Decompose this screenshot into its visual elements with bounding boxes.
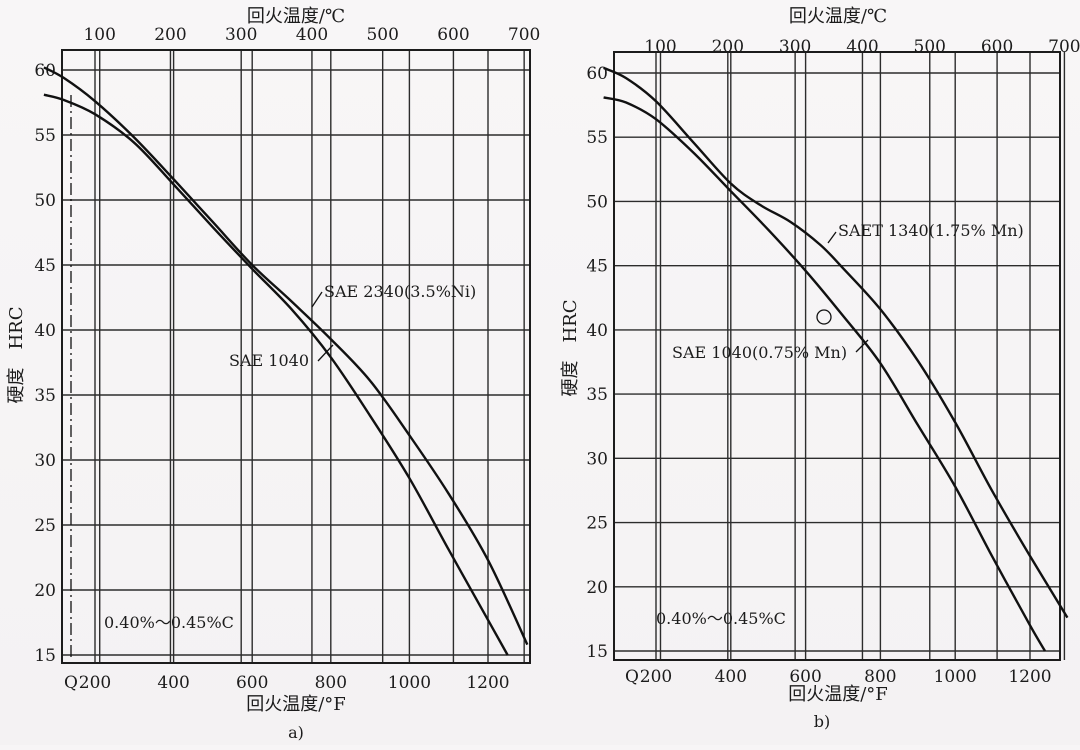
chart-b-ytick-45: 45	[586, 257, 608, 277]
chart-a-label-sae1040: SAE 1040	[229, 351, 309, 370]
chart-b-ytick-35: 35	[586, 385, 608, 405]
chart-a-ytick-20: 20	[34, 581, 56, 601]
chart-a-x-axis-title: 回火温度/°F	[246, 694, 346, 715]
chart-a-xtick-q: Q	[64, 673, 78, 693]
chart-b-ctick-500: 500	[914, 37, 946, 57]
chart-b-label-sae1040: SAE 1040(0.75% Mn)	[672, 343, 847, 362]
chart-b-note: 0.40%～0.45%C	[656, 609, 786, 628]
chart-b-frame	[613, 51, 1061, 661]
chart-a-ytick-25: 25	[34, 516, 56, 536]
chart-b-ctick-200: 200	[712, 37, 744, 57]
chart-b-ctick-300: 300	[779, 37, 811, 57]
chart-b-ytick-25: 25	[586, 514, 608, 534]
chart-a-xtick-800: 800	[315, 673, 347, 693]
chart-a-ytick-50: 50	[34, 191, 56, 211]
chart-b-xtick-200: 200	[640, 667, 672, 687]
chart-a-ytick-60: 60	[34, 61, 56, 81]
chart-a-xtick-600: 600	[236, 673, 268, 693]
chart-a-xtick-1200: 1200	[466, 673, 509, 693]
chart-a-top-tick-labels: 100 200 300 400 500 600 700	[83, 25, 540, 45]
chart-b-top-tick-labels: 100 200 300 400 500 600 700	[644, 37, 1080, 57]
chart-a-leader-sae1040	[317, 344, 334, 362]
chart-a-label-sae2340: SAE 2340(3.5%Ni)	[324, 282, 476, 301]
chart-a-series-1-line	[43, 93, 509, 656]
chart-b-xtick-1000: 1000	[934, 667, 977, 687]
chart-b-leader-sae1040	[855, 339, 869, 353]
chart-a-ctick-400: 400	[296, 25, 328, 45]
chart-a-ytick-40: 40	[34, 321, 56, 341]
chart-a-ytick-35: 35	[34, 386, 56, 406]
chart-a-series	[43, 66, 529, 656]
chart-b-ctick-700: 700	[1048, 37, 1080, 57]
chart-b-y-tick-labels: 15 20 25 30 35 40 45 50 55 60	[586, 64, 608, 662]
chart-a-series-0-line	[43, 66, 529, 646]
chart-b-xtick-800: 800	[864, 667, 896, 687]
chart-a-ctick-200: 200	[154, 25, 186, 45]
chart-a-ytick-55: 55	[34, 126, 56, 146]
chart-b-xtick-600: 600	[789, 667, 821, 687]
chart-b-ytick-30: 30	[586, 449, 608, 469]
chart-b-circle-mark	[816, 309, 832, 325]
chart-a-ctick-600: 600	[437, 25, 469, 45]
chart-a-xtick-1000: 1000	[388, 673, 431, 693]
chart-a-ctick-500: 500	[366, 25, 398, 45]
chart-b-top-axis-title: 回火温度/℃	[789, 6, 887, 27]
chart-b-ctick-600: 600	[981, 37, 1013, 57]
chart-b-series-0-line	[603, 66, 1069, 619]
chart-a-frame	[61, 49, 531, 664]
chart-b-ytick-55: 55	[586, 128, 608, 148]
chart-a-ctick-700: 700	[508, 25, 540, 45]
chart-b-xtick-1200: 1200	[1008, 667, 1051, 687]
chart-b-series-1-line	[603, 96, 1047, 652]
chart-a-ytick-30: 30	[34, 451, 56, 471]
chart-b-panel-label: b)	[814, 712, 830, 731]
chart-b-ytick-20: 20	[586, 578, 608, 598]
chart-a-xtick-200: 200	[79, 673, 111, 693]
chart-b-x-axis-title: 回火温度/°F	[788, 684, 888, 705]
chart-b-ctick-400: 400	[846, 37, 878, 57]
chart-a-y-tick-labels: 15 20 25 30 35 40 45 50 55 60	[34, 61, 56, 666]
chart-a-note: 0.40%～0.45%C	[104, 613, 234, 632]
chart-b-bottom-tick-labels: 200 400 600 800 1000 1200 Q	[625, 667, 1052, 687]
chart-b-ytick-40: 40	[586, 321, 608, 341]
chart-a-xtick-400: 400	[157, 673, 189, 693]
chart-a-y-axis-title: 硬度 HRC	[6, 306, 27, 403]
chart-panel-a: 15 20 25 30 35 40 45 50 55 60 200 400 600 800 1000 120…	[6, 6, 540, 742]
chart-b-ytick-15: 15	[586, 642, 608, 662]
chart-b-leader-saet1340	[827, 231, 837, 244]
chart-a-bottom-tick-labels: 200 400 600 800 1000 1200 Q	[64, 673, 510, 693]
chart-b-xtick-400: 400	[715, 667, 747, 687]
chart-b-series	[603, 66, 1069, 652]
chart-b-ytick-50: 50	[586, 192, 608, 212]
chart-a-ytick-45: 45	[34, 256, 56, 276]
chart-b-ytick-60: 60	[586, 64, 608, 84]
chart-b-xtick-q: Q	[625, 667, 639, 687]
chart-b-y-axis-title: 硬度 HRC	[560, 299, 581, 396]
chart-panel-b: 15 20 25 30 35 40 45 50 55 60 200 400 600 800 1000 120…	[560, 6, 1080, 731]
chart-a-top-axis-title: 回火温度/℃	[247, 6, 345, 27]
chart-b-label-saet1340: SAET 1340(1.75% Mn)	[838, 221, 1024, 240]
chart-b-ctick-100: 100	[644, 37, 676, 57]
chart-a-ctick-100: 100	[83, 25, 115, 45]
chart-a-panel-label: a)	[288, 723, 304, 742]
chart-a-ctick-300: 300	[225, 25, 257, 45]
chart-a-ytick-15: 15	[34, 646, 56, 666]
chart-a-leader-sae2340	[311, 291, 323, 308]
